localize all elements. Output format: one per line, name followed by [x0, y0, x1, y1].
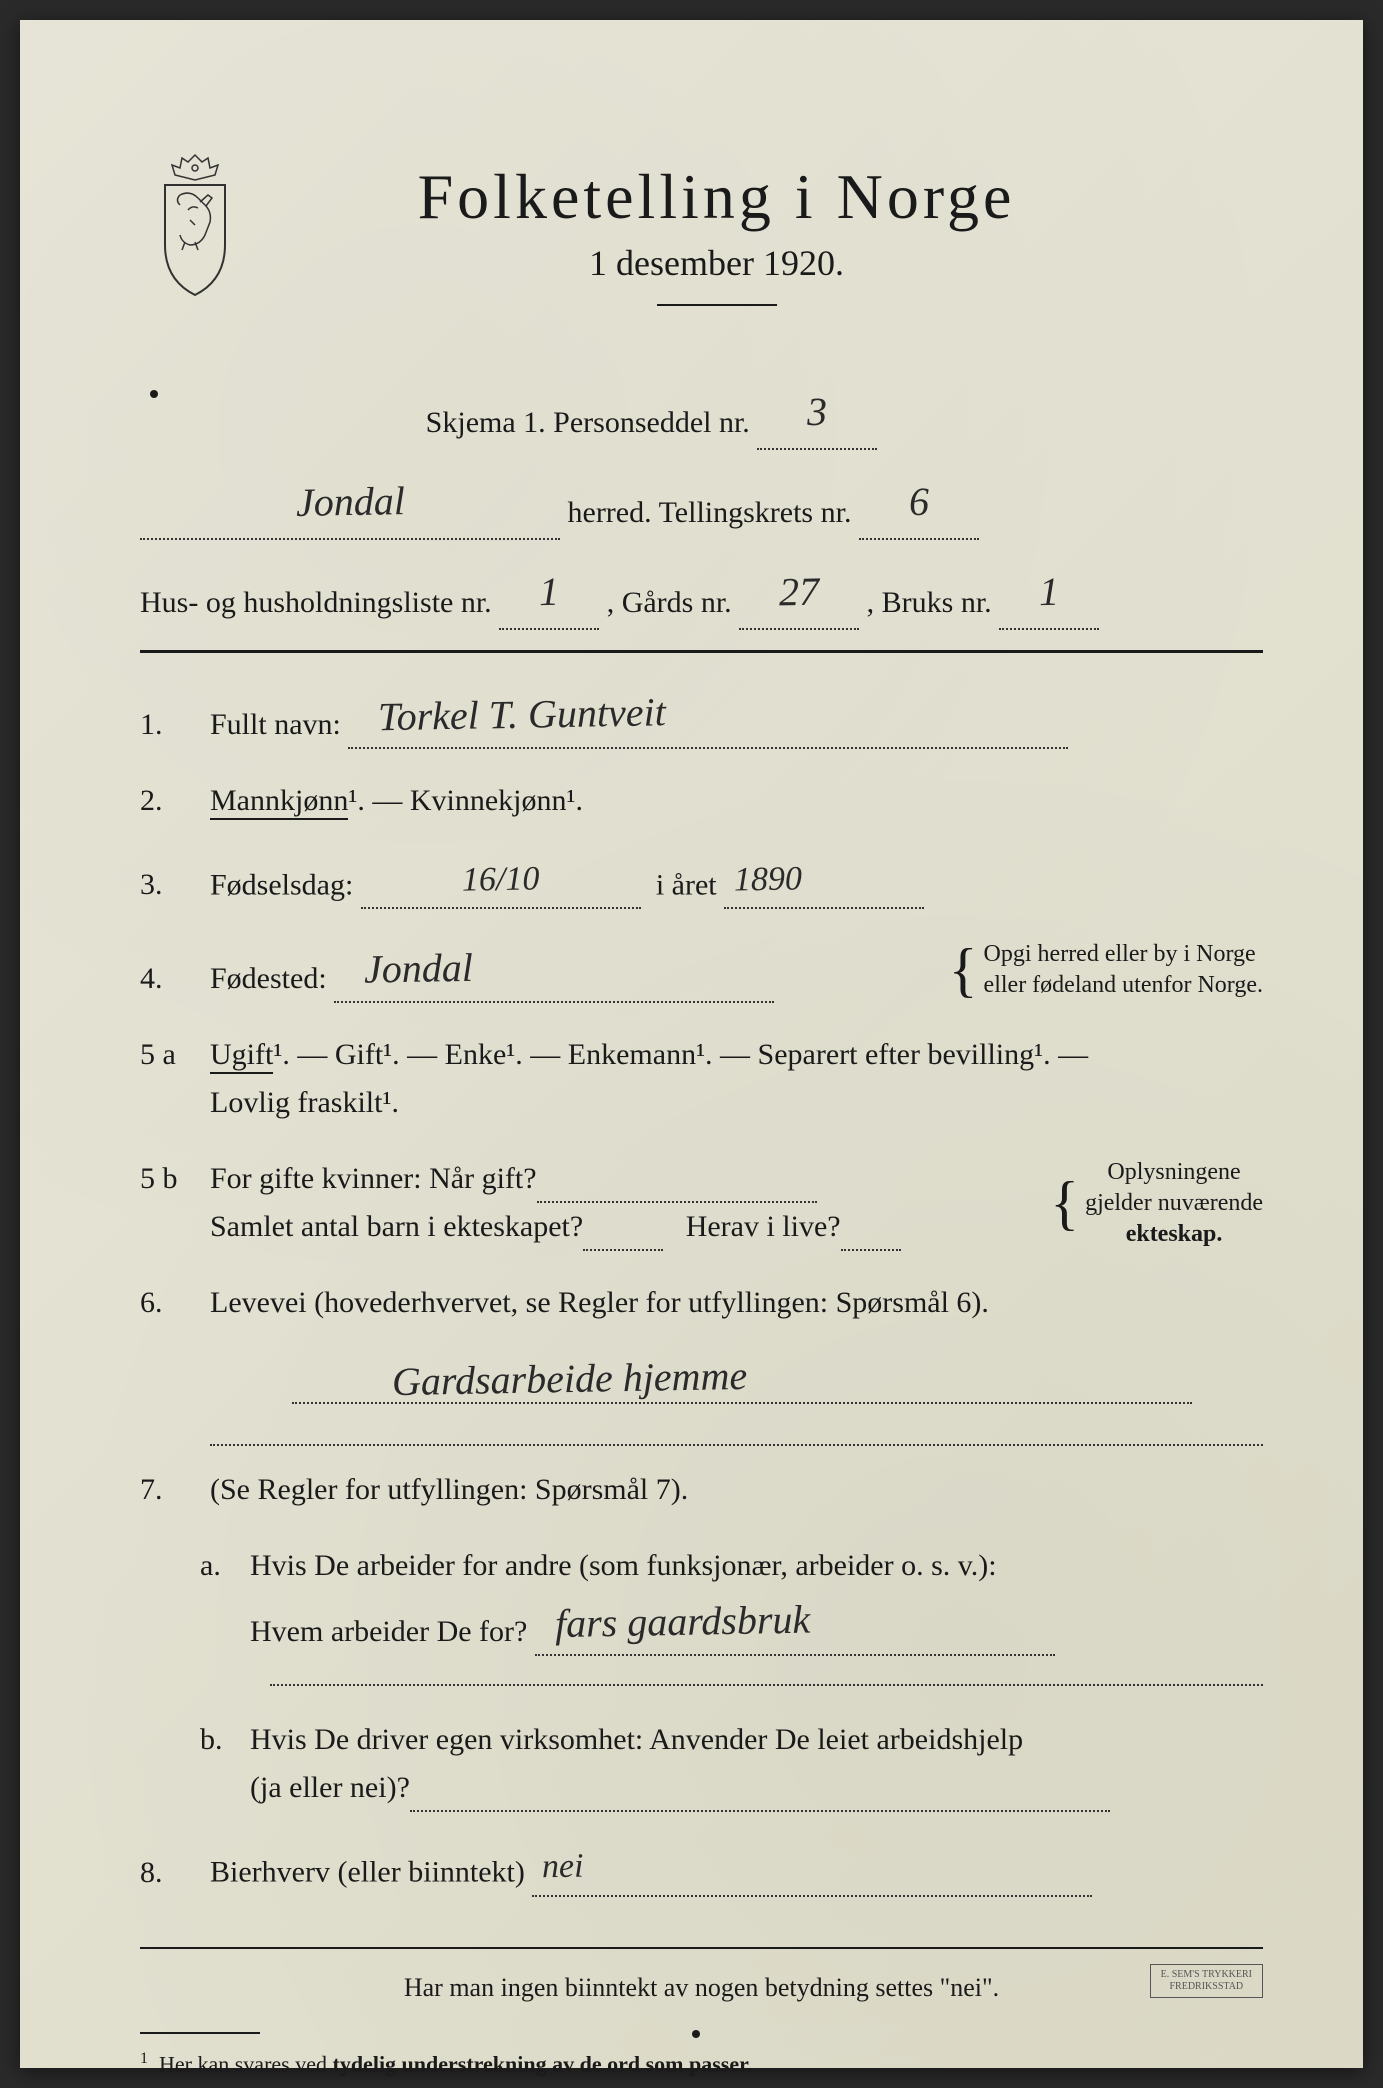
q2: 2. Mannkjønn¹. — Kvinnekjønn¹.: [140, 777, 1263, 825]
q3: 3. Fødselsdag: 16/10 i året 1890: [140, 853, 1263, 909]
divider-main: [140, 650, 1263, 653]
title-block: Folketelling i Norge 1 desember 1920.: [290, 160, 1263, 336]
hus-line: Hus- og husholdningsliste nr. 1 , Gårds …: [140, 556, 1263, 630]
main-title: Folketelling i Norge: [290, 160, 1143, 234]
document-paper: Folketelling i Norge 1 desember 1920. Sk…: [20, 20, 1363, 2068]
q4-num: 4.: [140, 962, 210, 996]
q7a-l2: Hvem arbeider De for?: [250, 1615, 527, 1648]
dotted-line: [210, 1444, 1263, 1446]
footnote-num: 1: [140, 2050, 148, 2067]
schema-line: Skjema 1. Personseddel nr. 3: [140, 376, 1263, 450]
q1-label: Fullt navn:: [210, 708, 341, 741]
q4: 4. Fødested: Jondal { Opgi herred eller …: [140, 937, 1263, 1003]
q3-mid: i året: [656, 868, 717, 901]
q3-year: 1890: [724, 852, 803, 908]
q5b-note2: gjelder nuværende: [1085, 1190, 1263, 1216]
q1: 1. Fullt navn: Torkel T. Guntveit: [140, 683, 1263, 749]
herred-label: herred. Tellingskrets nr.: [568, 496, 852, 529]
q4-note2: eller fødeland utenfor Norge.: [984, 972, 1263, 998]
form-header-section: Skjema 1. Personseddel nr. 3 Jondal herr…: [140, 376, 1263, 630]
q5b-num: 5 b: [140, 1162, 210, 1196]
q7a-l1: Hvis De arbeider for andre (som funksjon…: [250, 1549, 997, 1582]
header: Folketelling i Norge 1 desember 1920.: [140, 160, 1263, 336]
footer-rule: [140, 1947, 1263, 1949]
q6-text: Levevei (hovederhvervet, se Regler for u…: [210, 1279, 1263, 1327]
hus-v3: 1: [1039, 556, 1060, 628]
q5b-l2: Samlet antal barn i ekteskapet?: [210, 1210, 583, 1243]
q8-label: Bierhverv (eller biinntekt): [210, 1856, 525, 1889]
decorative-dot-bottom: [692, 2030, 700, 2038]
q6-num: 6.: [140, 1286, 210, 1320]
q8: 8. Bierhverv (eller biinntekt) nei: [140, 1840, 1263, 1896]
subtitle: 1 desember 1920.: [290, 242, 1143, 284]
hus-v2: 27: [779, 556, 820, 629]
q1-value: Torkel T. Guntveit: [348, 680, 667, 750]
footer-note: Har man ingen biinntekt av nogen betydni…: [140, 1965, 1263, 2012]
q7-text: (Se Regler for utfyllingen: Spørsmål 7).: [210, 1466, 1263, 1514]
coat-of-arms-icon: [140, 150, 250, 300]
q6: 6. Levevei (hovederhvervet, se Regler fo…: [140, 1279, 1263, 1327]
q7b-l2: (ja eller nei)?: [250, 1771, 410, 1804]
q8-value: nei: [532, 1840, 584, 1895]
footnote-rule: [140, 2032, 260, 2034]
q7b-l1: Hvis De driver egen virksomhet: Anvender…: [250, 1723, 1023, 1756]
brace-icon-2: {: [1050, 1179, 1079, 1227]
q5b-note3: ekteskap.: [1126, 1221, 1223, 1247]
hus-label1: Hus- og husholdningsliste nr.: [140, 586, 492, 619]
q6-value: Gardsarbeide hjemme: [391, 1352, 747, 1405]
q4-note1: Opgi herred eller by i Norge: [984, 941, 1256, 967]
q5a: 5 a Ugift¹. — Gift¹. — Enke¹. — Enkemann…: [140, 1031, 1263, 1127]
title-rule: [657, 304, 777, 306]
q3-day: 16/10: [462, 852, 540, 908]
q3-label: Fødselsdag:: [210, 868, 353, 901]
q4-value: Jondal: [334, 936, 474, 1002]
personseddel-nr: 3: [807, 376, 828, 448]
q7b: b. Hvis De driver egen virksomhet: Anven…: [140, 1716, 1263, 1812]
q5a-text2: Lovlig fraskilt¹.: [210, 1086, 399, 1119]
footnote: 1 Her kan svares ved tydelig understrekn…: [140, 2050, 1263, 2077]
q2-num: 2.: [140, 784, 210, 818]
printer-stamp: E. SEM'S TRYKKERI FREDRIKSSTAD: [1150, 1964, 1263, 1998]
q7-num: 7.: [140, 1473, 210, 1507]
herred-line: Jondal herred. Tellingskrets nr. 6: [140, 466, 1263, 540]
krets-value: 6: [908, 466, 929, 538]
hus-v1: 1: [539, 556, 560, 628]
herred-value: Jondal: [295, 465, 405, 539]
q5b-note: Oplysningene gjelder nuværende ekteskap.: [1085, 1157, 1263, 1251]
q6-answer: Gardsarbeide hjemme: [220, 1355, 1263, 1404]
stamp-line1: E. SEM'S TRYKKERI: [1161, 1969, 1252, 1980]
q5b-note1: Oplysningene: [1107, 1159, 1240, 1185]
q7a-value: fars gaardsbruk: [534, 1588, 810, 1657]
brace-icon: {: [949, 946, 978, 994]
q5b: 5 b For gifte kvinner: Når gift? Samlet …: [140, 1155, 1263, 1251]
q3-num: 3.: [140, 868, 210, 902]
hus-label2: , Gårds nr.: [607, 586, 732, 619]
q5b-l3: Herav i live?: [686, 1210, 841, 1243]
q7b-letter: b.: [200, 1723, 250, 1757]
dotted-line-2: [270, 1684, 1263, 1686]
q4-note: Opgi herred eller by i Norge eller fødel…: [984, 939, 1263, 1001]
q4-label: Fødested:: [210, 962, 327, 995]
q5b-l1: For gifte kvinner: Når gift?: [210, 1162, 537, 1195]
q7: 7. (Se Regler for utfyllingen: Spørsmål …: [140, 1466, 1263, 1514]
decorative-dot: [150, 390, 158, 398]
hus-label3: , Bruks nr.: [867, 586, 992, 619]
q1-num: 1.: [140, 708, 210, 742]
schema-label: Skjema 1. Personseddel nr.: [426, 406, 750, 439]
q5a-num: 5 a: [140, 1038, 210, 1072]
q7a-letter: a.: [200, 1549, 250, 1583]
q8-num: 8.: [140, 1856, 210, 1890]
stamp-line2: FREDRIKSSTAD: [1169, 1981, 1243, 1992]
q7a: a. Hvis De arbeider for andre (som funks…: [140, 1542, 1263, 1656]
